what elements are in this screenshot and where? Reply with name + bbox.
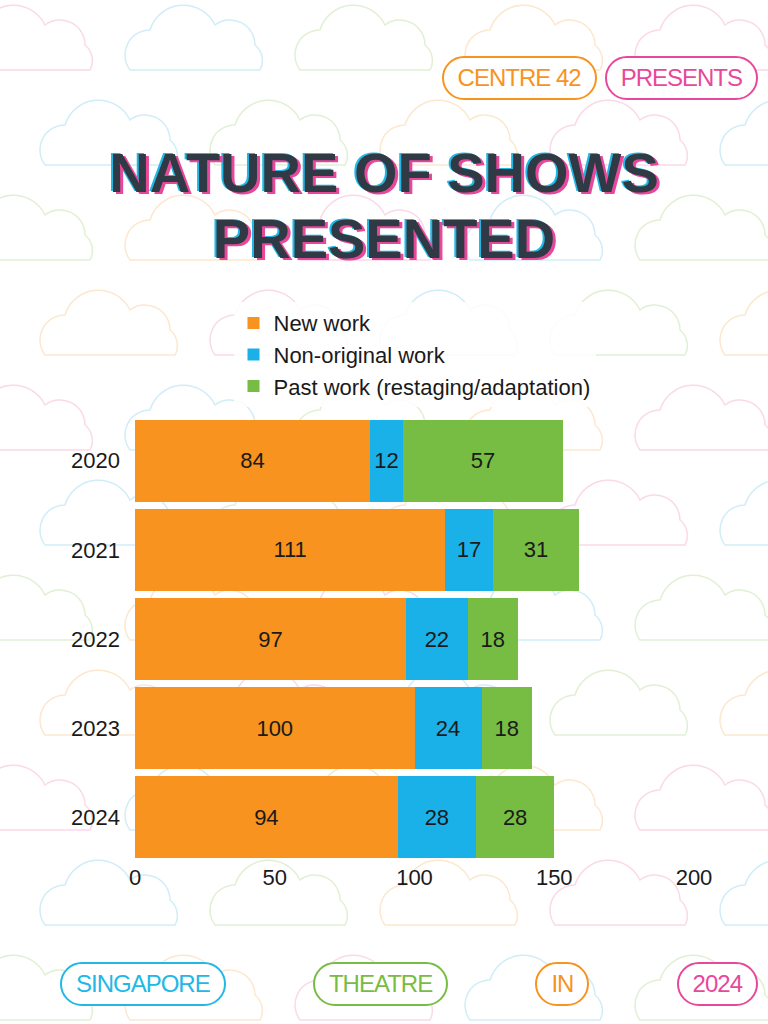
svg-text:2020: 2020 (71, 448, 120, 473)
html-text:PRESENTED: PRESENTED (212, 207, 556, 270)
svg-text:100: 100 (396, 865, 433, 890)
svg-text:50: 50 (263, 865, 287, 890)
svg-text:57: 57 (471, 448, 495, 473)
svg-text:2024: 2024 (71, 805, 120, 830)
svg-text:New work: New work (274, 311, 372, 336)
html-text:NATURE OF SHOWS: NATURE OF SHOWS (109, 141, 659, 204)
svg-text:17: 17 (457, 537, 481, 562)
svg-text:2022: 2022 (71, 627, 120, 652)
svg-text:84: 84 (240, 448, 264, 473)
html-text:THEATRE: THEATRE (328, 970, 433, 997)
svg-text:150: 150 (536, 865, 573, 890)
html-text:2024: 2024 (692, 970, 742, 997)
html-text:SINGAPORE: SINGAPORE (76, 970, 210, 997)
svg-text:2021: 2021 (71, 538, 120, 563)
svg-text:28: 28 (503, 805, 527, 830)
svg-text:18: 18 (494, 716, 518, 741)
html-text:PRESENTS: PRESENTS (620, 64, 742, 91)
html-text:IN: IN (551, 970, 574, 997)
svg-text:31: 31 (524, 537, 548, 562)
svg-text:0: 0 (129, 865, 141, 890)
svg-text:2023: 2023 (71, 716, 120, 741)
svg-text:22: 22 (425, 627, 449, 652)
svg-text:200: 200 (676, 865, 713, 890)
svg-text:24: 24 (436, 716, 460, 741)
svg-text:Past work (restaging/adaptatio: Past work (restaging/adaptation) (274, 375, 591, 400)
svg-text:111: 111 (273, 537, 306, 562)
svg-text:28: 28 (425, 805, 449, 830)
html-text:CENTRE 42: CENTRE 42 (457, 64, 581, 91)
svg-text:94: 94 (254, 805, 278, 830)
svg-text:100: 100 (256, 716, 293, 741)
svg-text:Non-original work: Non-original work (274, 343, 446, 368)
svg-text:12: 12 (374, 448, 398, 473)
svg-text:18: 18 (481, 627, 505, 652)
svg-text:97: 97 (258, 627, 282, 652)
